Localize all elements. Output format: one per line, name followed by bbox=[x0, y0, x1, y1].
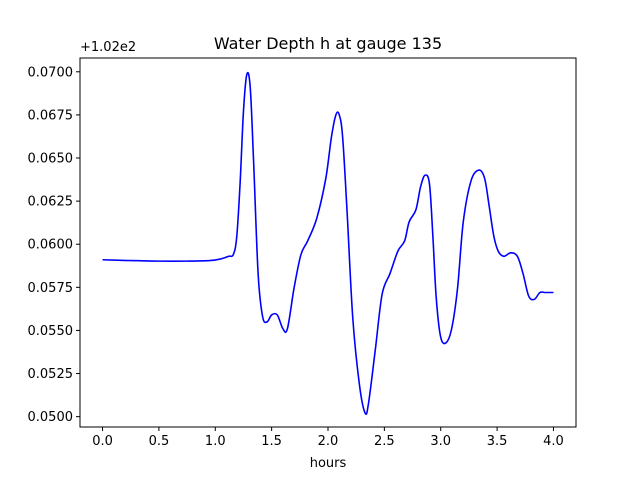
x-tick-label: 3.0 bbox=[430, 434, 451, 449]
plot-area: 0.0 0.5 1.0 1.5 2.0 2.5 3.0 3.5 4.0 0.0500 0.0525 0… bbox=[28, 57, 577, 449]
x-tick-label: 1.5 bbox=[261, 434, 282, 449]
chart-title: Water Depth h at gauge 135 bbox=[214, 34, 442, 53]
x-tick-label: 3.5 bbox=[487, 434, 508, 449]
x-tick-label: 0.0 bbox=[92, 434, 113, 449]
x-axis-label: hours bbox=[310, 456, 347, 471]
y-tick-label: 0.0525 bbox=[28, 367, 74, 382]
x-tick-label: 0.5 bbox=[149, 434, 170, 449]
y-tick-label: 0.0700 bbox=[28, 65, 74, 80]
y-tick-label: 0.0625 bbox=[28, 195, 74, 210]
y-tick-label: 0.0575 bbox=[28, 281, 74, 296]
x-tick-label: 4.0 bbox=[543, 434, 564, 449]
series-line-0 bbox=[102, 71, 554, 416]
y-tick-label: 0.0650 bbox=[28, 152, 74, 167]
y-tick-label: 0.0550 bbox=[28, 324, 74, 339]
x-tick-label: 2.0 bbox=[318, 434, 339, 449]
x-tick-label: 2.5 bbox=[374, 434, 395, 449]
y-tick-label: 0.0500 bbox=[28, 410, 74, 425]
axes-frame bbox=[79, 57, 577, 428]
y-offset-label: +1.02e2 bbox=[80, 40, 136, 55]
x-tick-label: 1.0 bbox=[205, 434, 226, 449]
y-tick-label: 0.0600 bbox=[28, 238, 74, 253]
y-tick-label: 0.0675 bbox=[28, 108, 74, 123]
